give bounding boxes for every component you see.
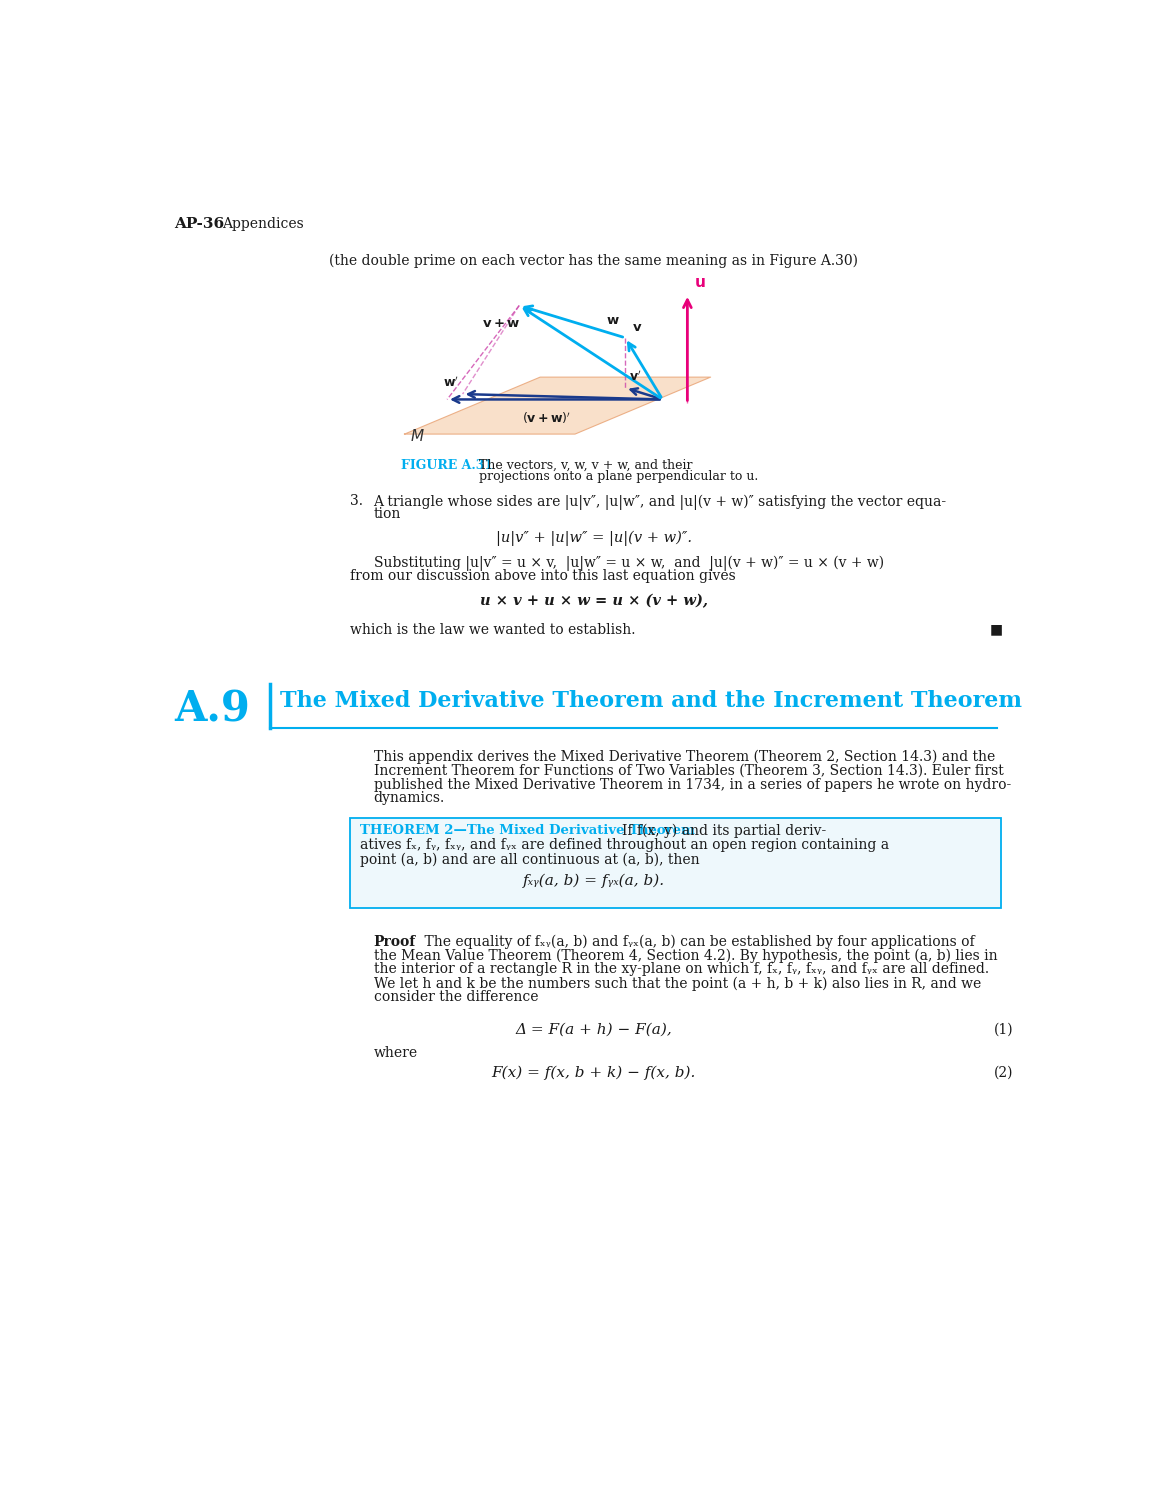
Text: $\mathbf{v}$: $\mathbf{v}$ xyxy=(632,321,642,334)
Text: F(x) = f(x, b + k) − f(x, b).: F(x) = f(x, b + k) − f(x, b). xyxy=(491,1065,695,1080)
FancyBboxPatch shape xyxy=(350,818,1001,909)
Text: 3.: 3. xyxy=(350,494,363,508)
Text: dynamics.: dynamics. xyxy=(373,792,445,806)
Text: which is the law we wanted to establish.: which is the law we wanted to establish. xyxy=(350,622,636,636)
Text: $M$: $M$ xyxy=(410,427,424,444)
Text: A triangle whose sides are |u|v″, |u|w″, and |u|(v + w)″ satisfying the vector e: A triangle whose sides are |u|v″, |u|w″,… xyxy=(373,494,947,510)
Text: $\mathbf{w}$: $\mathbf{w}$ xyxy=(606,314,620,327)
Text: A.9: A.9 xyxy=(174,688,250,730)
Text: u × v + u × w = u × (v + w),: u × v + u × w = u × (v + w), xyxy=(480,594,708,609)
Text: $\mathbf{v+w}$: $\mathbf{v+w}$ xyxy=(482,316,520,330)
Text: (1): (1) xyxy=(993,1023,1013,1036)
Text: fₓᵧ(a, b) = fᵧₓ(a, b).: fₓᵧ(a, b) = fᵧₓ(a, b). xyxy=(523,874,664,888)
Text: Increment Theorem for Functions of Two Variables (Theorem 3, Section 14.3). Eule: Increment Theorem for Functions of Two V… xyxy=(373,764,1004,777)
Text: published the Mixed Derivative Theorem in 1734, in a series of papers he wrote o: published the Mixed Derivative Theorem i… xyxy=(373,777,1011,792)
Text: atives fₓ, fᵧ, fₓᵧ, and fᵧₓ are defined throughout an open region containing a: atives fₓ, fᵧ, fₓᵧ, and fᵧₓ are defined … xyxy=(360,839,889,852)
Text: $(\mathbf{v+w})'$: $(\mathbf{v+w})'$ xyxy=(523,411,571,426)
Text: |u|v″ + |u|w″ = |u|(v + w)″.: |u|v″ + |u|w″ = |u|(v + w)″. xyxy=(496,531,692,546)
Text: The vectors, v, w, v + w, and their: The vectors, v, w, v + w, and their xyxy=(467,459,692,471)
Text: consider the difference: consider the difference xyxy=(373,990,538,1004)
Text: projections onto a plane perpendicular to u.: projections onto a plane perpendicular t… xyxy=(467,471,758,483)
Text: Δ = F(a + h) − F(a),: Δ = F(a + h) − F(a), xyxy=(516,1023,672,1036)
Text: If f(x, y) and its partial deriv-: If f(x, y) and its partial deriv- xyxy=(586,824,826,839)
Text: FIGURE A.31: FIGURE A.31 xyxy=(401,459,493,471)
Text: the Mean Value Theorem (Theorem 4, Section 4.2). By hypothesis, the point (a, b): the Mean Value Theorem (Theorem 4, Secti… xyxy=(373,948,997,963)
Text: (2): (2) xyxy=(993,1065,1013,1080)
Text: (the double prime on each vector has the same meaning as in Figure A.30): (the double prime on each vector has the… xyxy=(329,254,858,268)
Text: THEOREM 2—The Mixed Derivative Theorem: THEOREM 2—The Mixed Derivative Theorem xyxy=(360,824,695,837)
Text: Appendices: Appendices xyxy=(223,217,304,231)
Text: the interior of a rectangle R in the xy-plane on which f, fₓ, fᵧ, fₓᵧ, and fᵧₓ a: the interior of a rectangle R in the xy-… xyxy=(373,963,989,976)
Text: Substituting |u|v″ = u × v,  |u|w″ = u × w,  and  |u|(v + w)″ = u × (v + w): Substituting |u|v″ = u × v, |u|w″ = u × … xyxy=(373,556,883,572)
Text: The Mixed Derivative Theorem and the Increment Theorem: The Mixed Derivative Theorem and the Inc… xyxy=(280,690,1022,711)
Polygon shape xyxy=(404,376,710,433)
Text: The equality of fₓᵧ(a, b) and fᵧₓ(a, b) can be established by four applications : The equality of fₓᵧ(a, b) and fᵧₓ(a, b) … xyxy=(407,934,975,950)
Text: ■: ■ xyxy=(990,622,1003,636)
Text: This appendix derives the Mixed Derivative Theorem (Theorem 2, Section 14.3) and: This appendix derives the Mixed Derivati… xyxy=(373,750,994,764)
Text: $\mathbf{v'}$: $\mathbf{v'}$ xyxy=(629,369,642,384)
Text: $\mathbf{u}$: $\mathbf{u}$ xyxy=(693,276,705,290)
Text: point (a, b) and are all continuous at (a, b), then: point (a, b) and are all continuous at (… xyxy=(360,853,700,867)
Text: from our discussion above into this last equation gives: from our discussion above into this last… xyxy=(350,568,736,584)
Text: We let h and k be the numbers such that the point (a + h, b + k) also lies in R,: We let h and k be the numbers such that … xyxy=(373,976,981,990)
Text: $\mathbf{w'}$: $\mathbf{w'}$ xyxy=(443,375,459,390)
Text: where: where xyxy=(373,1047,417,1060)
Text: AP-36: AP-36 xyxy=(174,217,225,231)
Text: Proof: Proof xyxy=(373,934,416,948)
Text: tion: tion xyxy=(373,507,401,522)
